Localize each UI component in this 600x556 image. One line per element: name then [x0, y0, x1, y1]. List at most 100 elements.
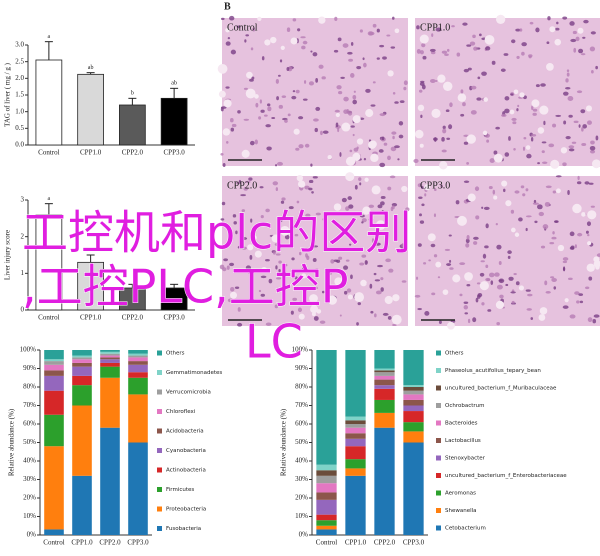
cell-nucleus: [295, 89, 300, 94]
cell-nucleus: [252, 27, 256, 32]
legend-swatch: [157, 506, 162, 512]
bar-segment: [100, 427, 120, 535]
cell-nucleus: [573, 120, 579, 123]
cell-nucleus: [298, 144, 304, 149]
cell-nucleus: [466, 161, 470, 165]
bar-segment: [100, 350, 120, 352]
cell-nucleus: [245, 180, 251, 184]
bar-segment: [316, 514, 337, 521]
cell-nucleus: [420, 80, 425, 83]
bar-segment: [374, 385, 395, 389]
overlay-text: 工控机和plc的区别: [22, 206, 411, 260]
cell-nucleus: [463, 305, 469, 310]
cell-nucleus: [416, 25, 420, 30]
cell-nucleus: [401, 243, 405, 248]
cell-nucleus: [301, 45, 306, 50]
cell-nucleus: [277, 74, 281, 77]
cell-nucleus: [495, 223, 498, 226]
cell-nucleus: [595, 65, 598, 70]
cell-nucleus: [459, 293, 463, 297]
cell-nucleus: [381, 210, 384, 215]
bar-segment: [345, 433, 366, 439]
bar-segment: [374, 412, 395, 428]
vacuole: [280, 45, 285, 50]
cell-nucleus: [417, 243, 422, 247]
cell-nucleus: [357, 302, 361, 306]
cell-nucleus: [567, 189, 570, 195]
cell-nucleus: [387, 186, 392, 191]
bar: [35, 214, 63, 311]
cell-nucleus: [240, 194, 247, 197]
cell-nucleus: [519, 28, 523, 32]
legend-label: Verrucomicrobia: [166, 390, 211, 396]
vacuole: [352, 115, 361, 124]
vacuole: [246, 90, 255, 99]
cell-nucleus: [581, 142, 587, 146]
cell-nucleus: [508, 276, 514, 281]
legend-label: Others: [445, 351, 464, 357]
cell-nucleus: [582, 36, 586, 39]
cell-nucleus: [379, 113, 386, 117]
cell-nucleus: [298, 300, 304, 306]
cell-nucleus: [465, 243, 470, 248]
cell-nucleus: [538, 211, 545, 217]
y-tick-label: 100%: [292, 346, 309, 354]
bar-segment: [316, 350, 337, 465]
cell-nucleus: [275, 265, 278, 270]
cell-nucleus: [268, 278, 273, 284]
cell-nucleus: [555, 27, 560, 31]
vacuole: [495, 300, 505, 309]
cell-nucleus: [324, 271, 330, 274]
bar-segment: [316, 464, 337, 471]
vacuole: [290, 37, 298, 45]
cell-nucleus: [292, 18, 297, 22]
cell-nucleus: [460, 113, 465, 117]
cell-nucleus: [429, 79, 436, 84]
cell-nucleus: [372, 81, 376, 84]
cell-nucleus: [329, 271, 332, 276]
vacuole: [356, 138, 364, 145]
cell-nucleus: [314, 268, 319, 272]
cell-nucleus: [445, 109, 450, 113]
vacuole: [510, 227, 516, 233]
panel-title: CPP2.0: [227, 180, 257, 191]
cell-nucleus: [494, 272, 500, 277]
cell-nucleus: [326, 282, 331, 288]
cell-nucleus: [345, 259, 350, 262]
x-tick-label: Control: [43, 539, 64, 547]
vacuole: [301, 273, 307, 279]
cell-nucleus: [232, 214, 237, 218]
y-tick-label: 20%: [23, 494, 36, 502]
bar-segment: [316, 470, 337, 476]
overlay-text: ,工控PLC,工控P: [22, 260, 348, 314]
cell-nucleus: [430, 243, 436, 248]
cell-nucleus: [421, 84, 426, 90]
cell-nucleus: [281, 95, 287, 99]
cell-nucleus: [521, 42, 527, 47]
y-tick-label: 0.5: [15, 124, 24, 132]
bar-segment: [403, 350, 424, 386]
cell-nucleus: [403, 86, 407, 91]
legend-label: Gemmatimonadetes: [166, 370, 222, 376]
bar-segment: [72, 475, 92, 535]
cell-nucleus: [576, 181, 582, 185]
vacuole: [501, 180, 508, 187]
cell-nucleus: [481, 206, 484, 209]
bar-segment: [128, 442, 148, 535]
cell-nucleus: [234, 286, 240, 289]
x-tick-label: Control: [38, 149, 59, 157]
bar-segment: [374, 370, 395, 373]
cell-nucleus: [487, 309, 492, 312]
cell-nucleus: [548, 143, 555, 148]
cell-nucleus: [573, 47, 577, 53]
cell-nucleus: [545, 290, 551, 294]
bar-segment: [128, 355, 148, 358]
cell-nucleus: [310, 163, 313, 167]
vacuole: [327, 295, 337, 305]
cell-nucleus: [512, 121, 517, 125]
legend-swatch: [436, 403, 441, 408]
cell-nucleus: [225, 86, 230, 89]
vacuole: [257, 16, 262, 22]
cell-nucleus: [337, 127, 340, 133]
cell-nucleus: [354, 184, 358, 190]
